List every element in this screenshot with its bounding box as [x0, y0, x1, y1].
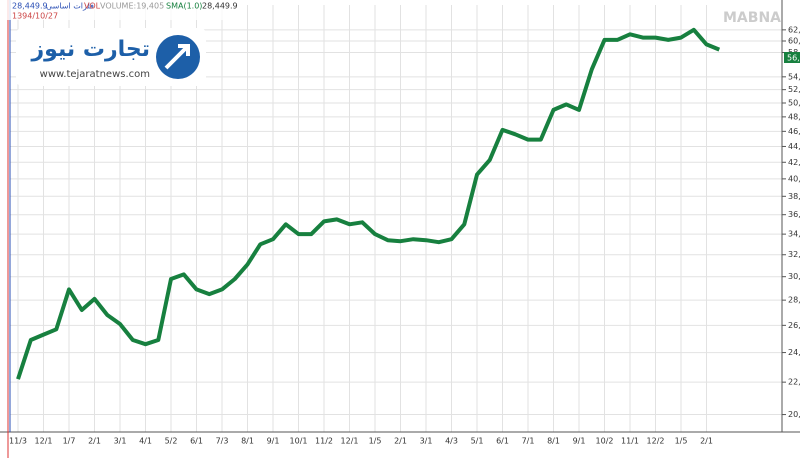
price-line	[16, 27, 721, 380]
x-tick-label: 4/1	[139, 437, 152, 446]
y-tick-label: 60,	[788, 36, 800, 45]
x-tick-label: 2/1	[88, 437, 101, 446]
header-vol: VOL	[84, 2, 101, 11]
y-tick-label: 46,	[788, 127, 800, 136]
x-tick-label: 9/1	[573, 437, 586, 446]
x-tick-label: 5/1	[471, 437, 484, 446]
x-tick-label: 12/1	[341, 437, 359, 446]
x-tick-label: 1/7	[63, 437, 76, 446]
y-tick-label: 62,	[788, 25, 800, 34]
x-tick-label: 7/1	[522, 437, 535, 446]
y-tick-label: 34,	[788, 230, 800, 239]
logo-url: www.tejaratnews.com	[40, 69, 150, 80]
x-tick-label: 11/3	[9, 437, 27, 446]
x-tick-label: 5/2	[165, 437, 178, 446]
header-sma-value: 28,449.9	[202, 2, 238, 11]
logo-bg	[16, 28, 206, 86]
x-tick-label: 12/2	[647, 437, 665, 446]
y-tick-label: 28,	[788, 296, 800, 305]
x-tick-label: 6/1	[190, 437, 203, 446]
x-tick-label: 6/1	[496, 437, 509, 446]
x-tick-label: 1/5	[369, 437, 382, 446]
header-volume: VOLUME:19,405	[100, 2, 164, 11]
x-tick-label: 1/5	[675, 437, 688, 446]
x-tick-label: 11/1	[621, 437, 639, 446]
x-tick-label: 10/2	[596, 437, 614, 446]
y-tick-label: 26,	[788, 321, 800, 330]
x-tick-label: 4/3	[445, 437, 458, 446]
y-tick-label: 44,	[788, 142, 800, 151]
watermark: MABNA	[723, 10, 781, 26]
y-tick-label: 50,	[788, 98, 800, 107]
x-tick-label: 8/1	[547, 437, 560, 446]
y-tick-label: 30,	[788, 272, 800, 281]
y-tick-label: 54,	[788, 72, 800, 81]
y-tick-label: 40,	[788, 174, 800, 183]
y-tick-label: 24,	[788, 348, 800, 357]
header-price: 28,449.9	[12, 2, 48, 11]
x-tick-label: 2/1	[394, 437, 407, 446]
y-tick-label: 52,	[788, 85, 800, 94]
y-tick-label: 42,	[788, 158, 800, 167]
y-tick-label: 22,	[788, 378, 800, 387]
header-sma: SMA(1.0)	[166, 2, 202, 11]
x-tick-label: 12/1	[35, 437, 53, 446]
last-price-label: 56,	[787, 54, 800, 63]
x-tick-label: 3/1	[114, 437, 127, 446]
y-tick-label: 38,	[788, 192, 800, 201]
logo-name: تجارت نیوز	[30, 37, 150, 62]
x-tick-label: 7/3	[216, 437, 229, 446]
x-tick-label: 9/1	[267, 437, 280, 446]
header-bg	[0, 0, 240, 20]
header-symbol: فلزات اساسی	[46, 2, 94, 11]
y-tick-label: 48,	[788, 112, 800, 121]
x-tick-label: 11/2	[315, 437, 333, 446]
header-date: 1394/10/27	[12, 12, 58, 21]
last-price-badge	[784, 52, 800, 63]
logo: تجارت نیوز www.tejaratnews.com	[16, 28, 206, 86]
x-tick-label: 10/1	[290, 437, 308, 446]
x-tick-label: 8/1	[241, 437, 254, 446]
y-tick-label: 32,	[788, 250, 800, 259]
x-tick-label: 2/1	[700, 437, 713, 446]
y-tick-label: 36,	[788, 210, 800, 219]
y-tick-label: 20,	[788, 410, 800, 419]
logo-arrow	[164, 44, 190, 70]
x-tick-label: 3/1	[420, 437, 433, 446]
